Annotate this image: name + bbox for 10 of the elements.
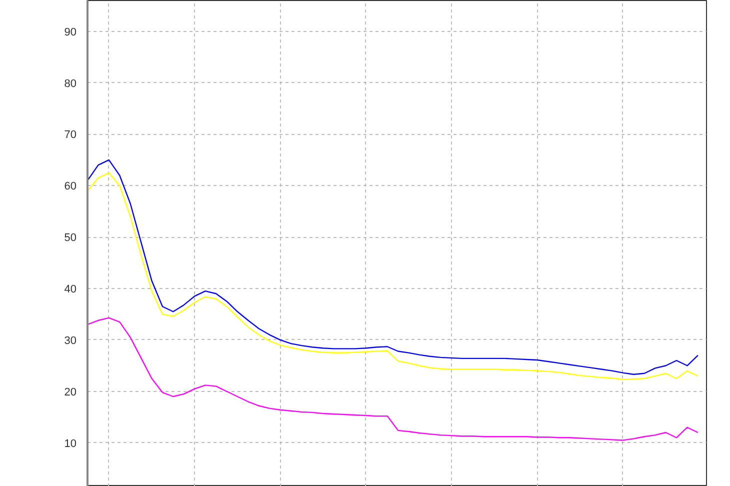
y-tick-label: 90 [64,26,77,38]
y-tick-label: 40 [64,284,77,296]
y-tick-label: 80 [64,78,77,90]
y-tick-label: 10 [64,438,77,450]
y-tick-label: 20 [64,386,77,398]
y-tick-label: 70 [64,129,77,142]
y-tick-label: 60 [64,180,77,193]
y-tick-label: 30 [64,334,77,347]
y-tick-label: 50 [64,232,77,244]
line-series [88,317,699,441]
